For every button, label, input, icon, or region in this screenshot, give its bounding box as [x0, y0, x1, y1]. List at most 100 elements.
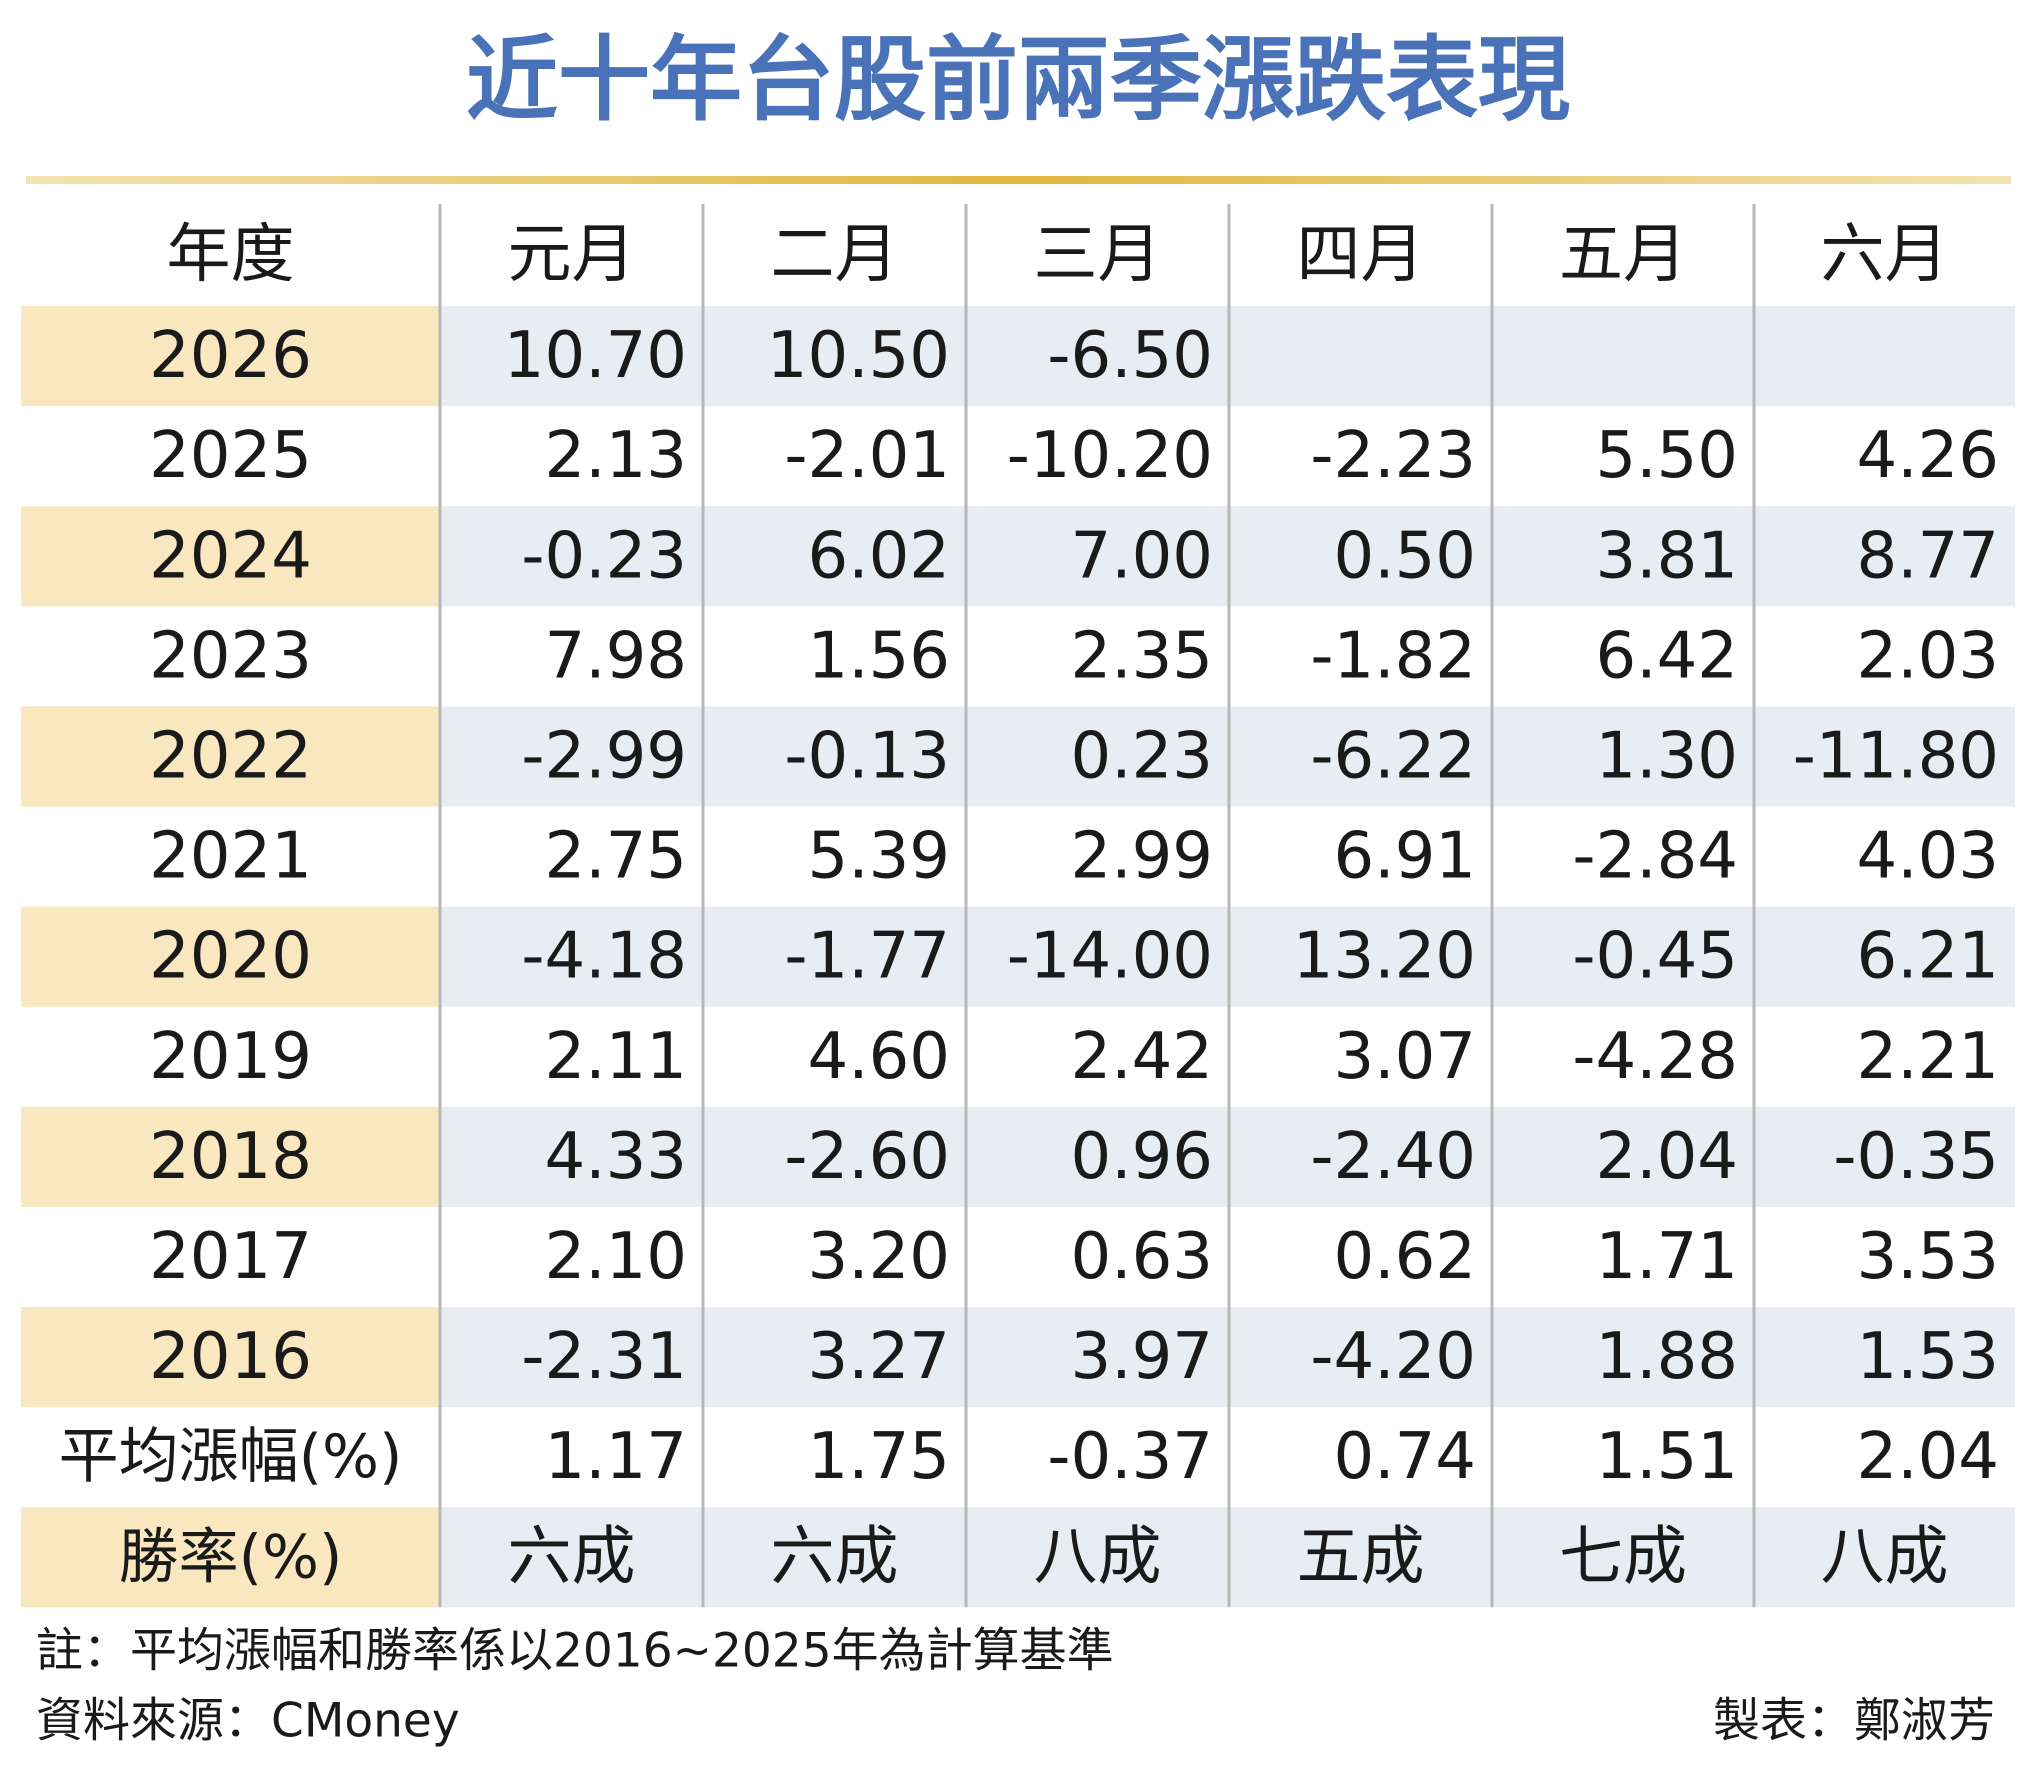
cell: -2.84	[1572, 820, 1738, 894]
cell: 0.63	[1071, 1220, 1214, 1294]
row-band	[21, 306, 440, 407]
cell: 6.42	[1596, 619, 1739, 693]
cell: 2.03	[1857, 619, 2000, 693]
cell: 1.75	[808, 1420, 951, 1494]
row-band	[21, 506, 440, 607]
credit: 製表：鄭淑芳	[1713, 1694, 1995, 1749]
cell: 1.17	[545, 1420, 688, 1494]
cell: -2.31	[521, 1320, 687, 1394]
cell: 4.33	[545, 1120, 688, 1194]
cell: 2.04	[1857, 1420, 2000, 1494]
cell: -6.22	[1310, 719, 1476, 793]
cell: 7.98	[545, 619, 688, 693]
cell: 4.26	[1857, 419, 2000, 493]
row-band	[21, 1307, 440, 1408]
cell: 1.56	[808, 619, 951, 693]
cell: 8.77	[1857, 519, 2000, 593]
cell: 10.70	[504, 319, 687, 393]
cell: -2.01	[784, 419, 950, 493]
cell: 八成	[1034, 1520, 1162, 1594]
cell: 3.81	[1596, 519, 1739, 593]
cell: 0.23	[1071, 719, 1214, 793]
row-label: 勝率(%)	[119, 1522, 343, 1592]
cell: 八成	[1821, 1520, 1949, 1594]
cell: 6.21	[1857, 920, 2000, 994]
cell: -14.00	[1007, 920, 1213, 994]
cell: 六成	[771, 1520, 899, 1594]
row-band	[21, 1507, 440, 1608]
row-label: 2018	[149, 1120, 312, 1194]
cell: 2.42	[1071, 1020, 1214, 1094]
cell: 13.20	[1293, 920, 1476, 994]
cell: -0.13	[784, 719, 950, 793]
cell: 六成	[508, 1520, 636, 1594]
cell: 0.96	[1071, 1120, 1214, 1194]
column-header: 元月	[508, 218, 636, 292]
row-label: 2019	[149, 1020, 312, 1094]
row-band	[21, 906, 440, 1007]
cell: -0.35	[1833, 1120, 1999, 1194]
cell: 0.50	[1334, 519, 1477, 593]
cell: -1.82	[1310, 619, 1476, 693]
cell: 七成	[1559, 1520, 1687, 1594]
row-label: 2021	[149, 820, 312, 894]
title: 近十年台股前兩季漲跌表現	[466, 27, 1570, 134]
cell: 1.53	[1857, 1320, 2000, 1394]
cell: 3.27	[808, 1320, 951, 1394]
cell: 3.97	[1071, 1320, 1214, 1394]
cell: 1.88	[1596, 1320, 1739, 1394]
cell: 2.10	[545, 1220, 688, 1294]
cell: -2.40	[1310, 1120, 1476, 1194]
cell: 6.02	[808, 519, 951, 593]
cell: 6.91	[1334, 820, 1477, 894]
column-header: 五月	[1559, 218, 1687, 292]
cell: 2.04	[1596, 1120, 1739, 1194]
cell: -6.50	[1047, 319, 1213, 393]
cell: -0.37	[1047, 1420, 1213, 1494]
cell: -1.77	[784, 920, 950, 994]
column-header: 六月	[1821, 218, 1949, 292]
cell: 2.11	[545, 1020, 688, 1094]
cell: 5.50	[1596, 419, 1739, 493]
row-label: 2025	[149, 419, 312, 493]
table: 年度 元月 二月 三月 四月 五月 六月 2026 10.70 10.50 -6.50 2025 2.1…	[21, 204, 2015, 1608]
cell: 2.99	[1071, 820, 1214, 894]
cell: 2.35	[1071, 619, 1214, 693]
cell: 五成	[1297, 1520, 1425, 1594]
cell: 7.00	[1071, 519, 1214, 593]
row-label: 2017	[149, 1220, 312, 1294]
column-header: 年度	[167, 218, 295, 292]
cell: 0.74	[1334, 1420, 1477, 1494]
cell: 3.53	[1857, 1220, 2000, 1294]
cell: 5.39	[808, 820, 951, 894]
cell: -4.18	[521, 920, 687, 994]
cell: -2.99	[521, 719, 687, 793]
row-label: 平均漲幅(%)	[59, 1422, 403, 1492]
cell: 4.60	[808, 1020, 951, 1094]
cell: -4.20	[1310, 1320, 1476, 1394]
column-header: 二月	[771, 218, 899, 292]
divider	[26, 176, 2011, 184]
cell: 1.51	[1596, 1420, 1739, 1494]
cell: 4.03	[1857, 820, 2000, 894]
cell: 2.75	[545, 820, 688, 894]
cell: 2.21	[1857, 1020, 2000, 1094]
cell: 3.20	[808, 1220, 951, 1294]
row-label: 2016	[149, 1320, 312, 1394]
cell: -4.28	[1572, 1020, 1738, 1094]
cell: -2.60	[784, 1120, 950, 1194]
column-header: 四月	[1297, 218, 1425, 292]
cell: -0.23	[521, 519, 687, 593]
cell: 1.71	[1596, 1220, 1739, 1294]
cell: 0.62	[1334, 1220, 1477, 1294]
row-label: 2020	[149, 920, 312, 994]
row-band	[21, 1106, 440, 1207]
cell: -10.20	[1007, 419, 1213, 493]
column-header: 三月	[1034, 218, 1162, 292]
row-label: 2026	[149, 319, 312, 393]
source: 資料來源：CMoney	[36, 1694, 460, 1749]
row-label: 2024	[149, 519, 312, 593]
cell: -11.80	[1793, 719, 1999, 793]
cell: 3.07	[1334, 1020, 1477, 1094]
